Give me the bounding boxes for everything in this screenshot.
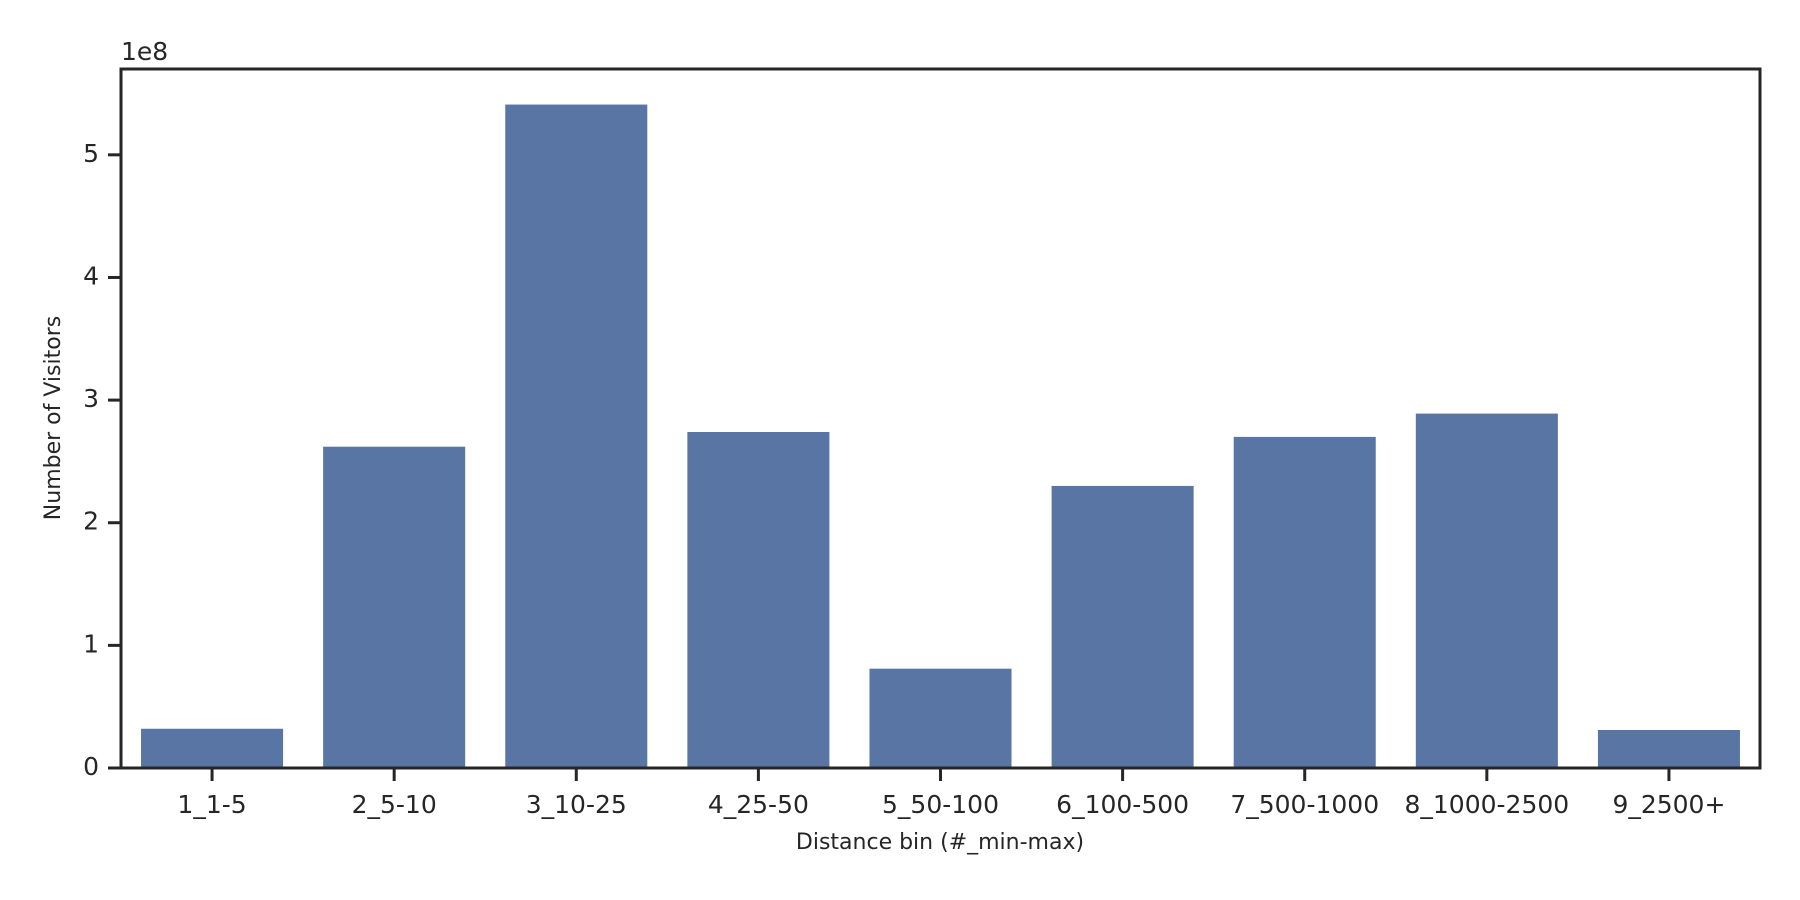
y-tick-label: 4 xyxy=(83,261,99,290)
bar xyxy=(141,728,284,768)
x-tick-label: 3_10-25 xyxy=(526,790,627,819)
x-tick-label: 2_5-10 xyxy=(352,790,437,819)
bar xyxy=(1415,413,1558,768)
x-tick-label: 5_50-100 xyxy=(882,790,999,819)
bar xyxy=(1597,729,1740,768)
y-tick-label: 0 xyxy=(83,752,99,781)
bar xyxy=(505,104,648,768)
y-axis-label: Number of Visitors xyxy=(41,316,66,520)
x-tick-label: 7_500-1000 xyxy=(1230,790,1379,819)
y-tick-label: 2 xyxy=(83,507,99,536)
bar xyxy=(1051,485,1194,768)
x-tick-label: 1_1-5 xyxy=(177,790,246,819)
bar xyxy=(869,668,1012,768)
y-tick-label: 3 xyxy=(83,384,99,413)
x-tick-label: 6_100-500 xyxy=(1056,790,1189,819)
y-tick-label: 5 xyxy=(83,139,99,168)
y-offset-label: 1e8 xyxy=(121,37,168,66)
bar xyxy=(1233,436,1376,768)
x-tick-label: 4_25-50 xyxy=(708,790,809,819)
bar xyxy=(323,446,466,768)
x-tick-label: 9_2500+ xyxy=(1612,790,1725,819)
y-tick-label: 1 xyxy=(83,629,99,658)
x-tick-label: 8_1000-2500 xyxy=(1404,790,1569,819)
bar xyxy=(687,431,830,768)
plot-frame xyxy=(119,67,1762,770)
x-axis-label: Distance bin (#_min-max) xyxy=(796,830,1084,855)
